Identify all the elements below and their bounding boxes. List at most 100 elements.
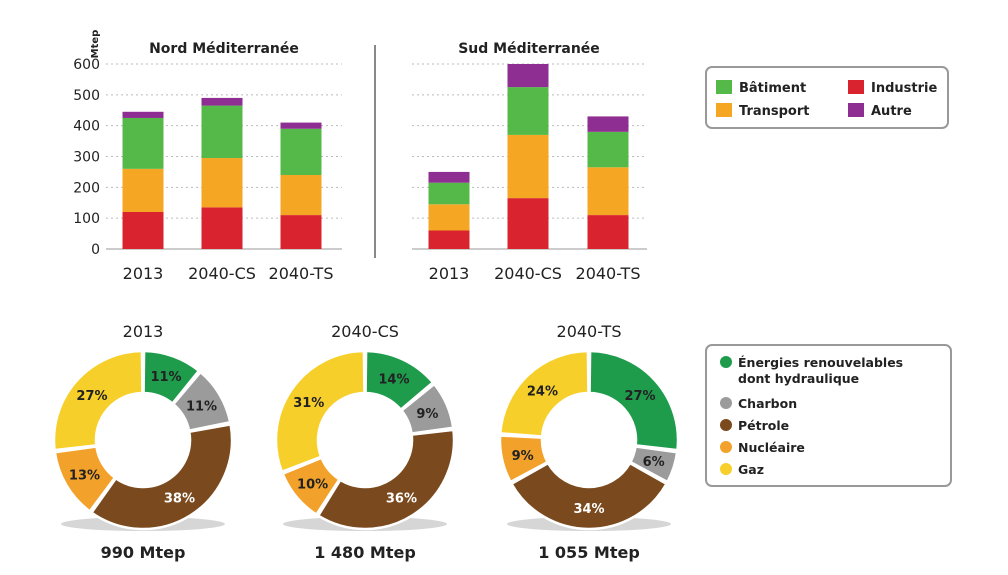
bar-marks	[122, 64, 629, 249]
bar-segment-autre-2040-ts	[280, 122, 322, 129]
donut-title: 2040-CS	[331, 322, 399, 341]
y-tick-label: 500	[73, 88, 100, 104]
donut-total: 990 Mtep	[101, 543, 186, 562]
legend-swatch-industrie	[848, 80, 864, 94]
y-tick-label: 200	[73, 180, 100, 196]
bar-segment-industrie-2040-cs	[507, 198, 549, 249]
donut-total: 1 480 Mtep	[314, 543, 416, 562]
bar-segment-autre-2040-cs	[201, 97, 243, 106]
bar-segment-industrie-2013	[428, 230, 470, 249]
donut-slice-label: 10%	[297, 477, 328, 492]
donut-slice-label: 27%	[624, 389, 655, 404]
donut-slice-petrole	[509, 461, 669, 531]
x-tick-label-2013: 2013	[123, 264, 164, 283]
donut-slice-label: 34%	[573, 502, 604, 517]
bar-segment-industrie-2040-ts	[280, 215, 322, 249]
bar-segment-industrie-2040-ts	[587, 215, 629, 249]
bar-segment-industrie-2013	[122, 212, 164, 249]
bar-segment-transport-2040-ts	[280, 175, 322, 216]
legend-label-industrie: Industrie	[871, 81, 937, 96]
bar-segment-transport-2013	[122, 168, 164, 212]
donut-slice-label: 24%	[527, 384, 558, 399]
donut-title: 2040-TS	[557, 322, 622, 341]
donut-slice-energies-renouvelables-dont-hydraulique	[588, 349, 680, 452]
legend-label-charbon: Charbon	[738, 396, 797, 411]
x-tick-label-2040-cs: 2040-CS	[188, 264, 256, 283]
donut-legend-box	[705, 344, 952, 487]
bar-chart-title-nord: Nord Méditerranée	[149, 41, 299, 57]
donut-2013: 2013 11% 11% 38% 13% 27% 990 Mtep	[52, 322, 234, 562]
legend-label-renouvelables-line2: dont hydraulique	[738, 371, 859, 386]
bar-segment-batiment-2040-ts	[587, 131, 629, 168]
bar-segment-transport-2013	[428, 204, 470, 231]
legend-swatch-transport	[716, 103, 732, 117]
x-tick-label-2040-ts: 2040-TS	[576, 264, 641, 283]
bar-segment-batiment-2040-cs	[507, 87, 549, 135]
bar-segment-autre-2040-ts	[587, 116, 629, 132]
donut-slice-label: 27%	[76, 389, 107, 404]
bar-segment-autre-2040-cs	[507, 64, 549, 88]
donut-slice-label: 9%	[416, 407, 438, 422]
legend-dot-charbon	[720, 397, 732, 409]
donut-slice-gaz	[274, 349, 366, 474]
legend-label-renouvelables-line1: Énergies renouvelables	[738, 355, 903, 370]
donut-slice-charbon	[399, 382, 455, 435]
y-tick-label: 400	[73, 119, 100, 135]
bar-segment-batiment-2013	[122, 117, 164, 169]
legend-swatch-autre	[848, 103, 864, 117]
y-tick-label: 100	[73, 211, 100, 227]
donut-2040-cs: 2040-CS 14% 9% 36% 10% 31% 1 480 Mtep	[274, 322, 456, 562]
legend-label-autre: Autre	[871, 104, 912, 119]
legend-label-batiment: Bâtiment	[739, 81, 806, 96]
donut-slice-nucleaire	[498, 434, 550, 484]
bar-segment-batiment-2040-ts	[280, 128, 322, 175]
x-tick-label-2013: 2013	[429, 264, 470, 283]
legend-dot-gaz	[720, 463, 732, 475]
donut-slice-label: 36%	[386, 491, 417, 506]
legend-label-transport: Transport	[739, 104, 809, 119]
donut-slice-label: 38%	[164, 491, 195, 506]
legend-label-gaz: Gaz	[738, 462, 764, 477]
donut-slice-nucleaire	[281, 456, 342, 517]
legend-dot-petrole	[720, 419, 732, 431]
donut-slice-petrole	[89, 422, 234, 531]
y-tick-label: 300	[73, 150, 100, 166]
bar-legend-box	[705, 66, 949, 129]
donut-legend: Énergies renouvelables dont hydraulique …	[705, 344, 952, 487]
donut-slice-nucleaire	[53, 445, 117, 514]
bar-segment-autre-2013	[122, 111, 164, 118]
donut-slice-label: 11%	[150, 370, 181, 385]
bar-segment-autre-2013	[428, 171, 470, 183]
donut-total: 1 055 Mtep	[538, 543, 640, 562]
bar-segment-batiment-2013	[428, 182, 470, 205]
donut-slice-label: 14%	[378, 372, 409, 387]
x-tick-label-2040-ts: 2040-TS	[269, 264, 334, 283]
legend-dot-nucleaire	[720, 441, 732, 453]
donut-slice-gaz	[52, 349, 144, 452]
donut-slice-label: 11%	[186, 399, 217, 414]
bar-segment-batiment-2040-cs	[201, 105, 243, 159]
donut-charts: 2013 11% 11% 38% 13% 27% 990 Mtep 2040-CS 14% 9% 3…	[52, 322, 680, 562]
donut-slice-label: 6%	[643, 455, 665, 470]
legend-swatch-batiment	[716, 80, 732, 94]
donut-title: 2013	[123, 322, 164, 341]
bar-segment-transport-2040-ts	[587, 167, 629, 216]
legend-dot-renouvelables	[720, 356, 732, 368]
bar-x-labels: 2013 2040-CS 2040-TS 2013 2040-CS 2040-TS	[123, 264, 641, 283]
bar-chart-title-sud: Sud Méditerranée	[458, 41, 600, 57]
legend-label-petrole: Pétrole	[738, 418, 789, 433]
donut-slice-energies-renouvelables-dont-hydraulique	[364, 349, 435, 412]
donut-slice-charbon	[171, 370, 232, 433]
donut-slice-energies-renouvelables-dont-hydraulique	[142, 349, 201, 406]
donut-slice-gaz	[498, 349, 590, 438]
bar-legend: Bâtiment Industrie Transport Autre	[705, 66, 949, 129]
y-unit-label: Mtep	[90, 30, 101, 59]
donut-slice-label: 31%	[293, 396, 324, 411]
bar-segment-transport-2040-cs	[201, 158, 243, 208]
donut-2040-ts: 2040-TS 27% 6% 34% 9% 24% 1 055 Mtep	[498, 322, 680, 562]
donut-slice-label: 13%	[69, 469, 100, 484]
y-tick-label: 0	[91, 242, 100, 258]
bar-segment-industrie-2040-cs	[201, 207, 243, 249]
y-tick-label: 600	[73, 57, 100, 73]
